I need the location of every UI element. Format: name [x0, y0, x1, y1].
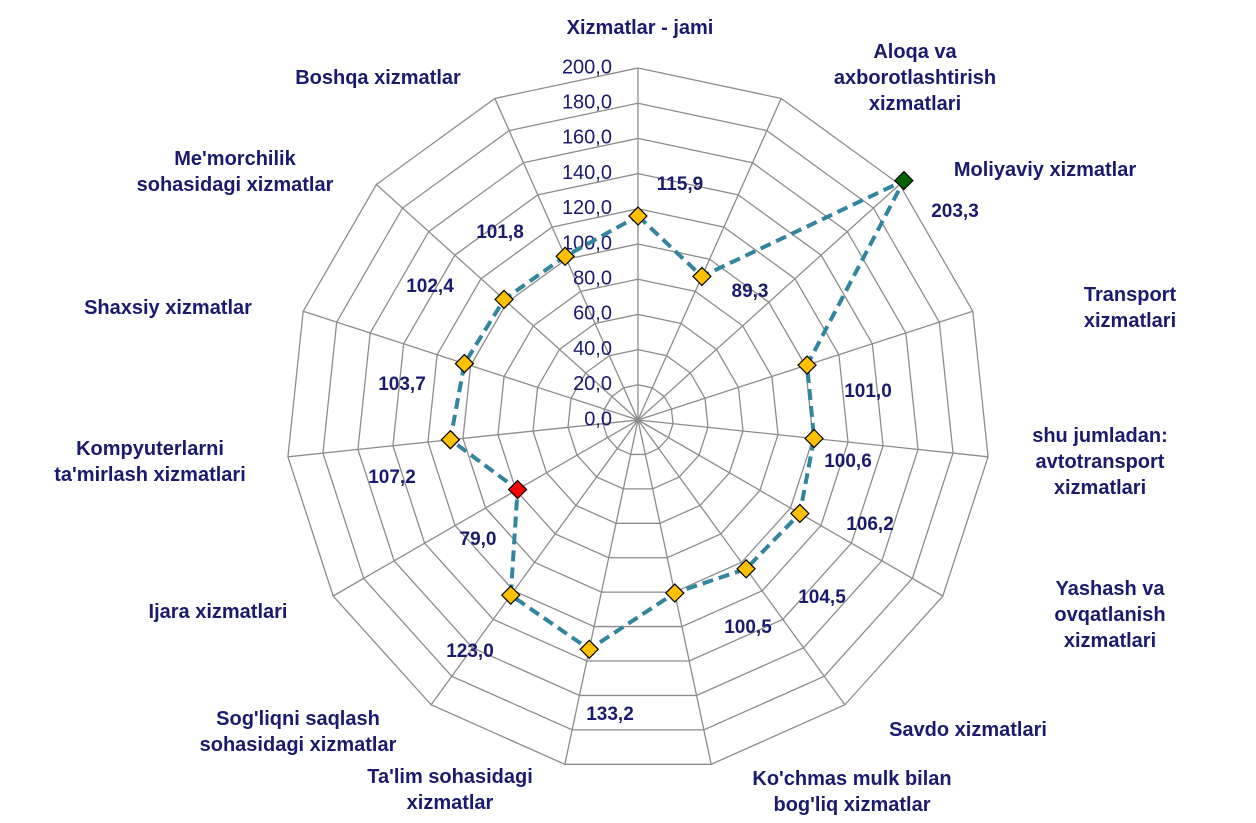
- value-label: 107,2: [368, 467, 416, 488]
- grid-ring: [602, 384, 674, 456]
- spoke: [637, 419, 846, 706]
- value-label: 101,8: [476, 222, 524, 243]
- category-label: Ijara xizmatlari: [148, 601, 288, 623]
- spoke: [637, 183, 901, 421]
- marker: [628, 206, 648, 226]
- spoke: [637, 98, 782, 421]
- category-label: Kompyuterlarni ta'mirlash xizmatlari: [54, 438, 246, 486]
- category-label: Ta'lim sohasidagi xizmatlar: [367, 766, 533, 814]
- y-tick-label: 80,0: [573, 267, 612, 289]
- grid-ring: [567, 348, 709, 490]
- spoke: [287, 419, 639, 458]
- value-label: 115,9: [657, 174, 704, 195]
- y-tick-label: 40,0: [573, 338, 612, 360]
- marker: [736, 558, 756, 579]
- y-tick-label: 140,0: [562, 162, 612, 184]
- grid-ring: [462, 243, 814, 593]
- spoke: [430, 419, 639, 706]
- category-label: Shaxsiy xizmatlar: [84, 297, 252, 319]
- series-line: [448, 176, 909, 652]
- category-label: Aloqa va axborotlashtirish xizmatlari: [833, 41, 997, 115]
- category-label: Boshqa xizmatlar: [295, 67, 461, 89]
- value-label: 89,3: [732, 281, 769, 302]
- grid-ring: [322, 102, 954, 731]
- marker: [692, 266, 712, 287]
- grid-ring: [357, 137, 919, 697]
- y-tick-label: 120,0: [562, 197, 612, 219]
- marker: [664, 583, 685, 603]
- marker: [500, 585, 521, 605]
- category-label: shu jumladan: avtotransport xizmatlari: [1032, 425, 1168, 499]
- category-label: Transport xizmatlari: [1083, 284, 1177, 332]
- value-label: 102,4: [406, 276, 454, 297]
- y-tick-label: 60,0: [573, 303, 612, 325]
- y-tick-label: 180,0: [562, 91, 612, 113]
- y-tick-label: 200,0: [562, 56, 612, 78]
- marker: [579, 639, 600, 660]
- value-label: 203,3: [931, 201, 979, 222]
- marker: [790, 503, 810, 524]
- marker: [454, 353, 475, 374]
- y-tick-label: 0,0: [584, 408, 612, 430]
- marker: [507, 479, 528, 500]
- value-label: 103,7: [378, 374, 426, 395]
- value-label: 79,0: [460, 529, 497, 550]
- grid-ring: [392, 172, 884, 662]
- value-label: 101,0: [844, 381, 892, 402]
- value-label: 100,5: [724, 617, 772, 638]
- spoke: [564, 419, 639, 765]
- category-label: Ko'chmas mulk bilan bog'liq xizmatlar: [752, 768, 952, 816]
- category-label: Savdo xizmatlari: [889, 719, 1047, 741]
- value-label: 100,6: [824, 451, 872, 472]
- marker: [894, 170, 914, 191]
- grid-ring: [287, 67, 989, 765]
- grid-ring: [497, 278, 779, 559]
- category-label: Yashash va ovqatlanish xizmatlari: [1054, 578, 1166, 652]
- marker: [494, 289, 514, 310]
- value-label: 104,5: [798, 587, 846, 608]
- category-label: Me'morchilik sohasidagi xizmatlar: [136, 148, 334, 196]
- spoke: [637, 419, 944, 597]
- y-tick-label: 20,0: [573, 373, 612, 395]
- y-tick-label: 160,0: [562, 127, 612, 149]
- category-label: Moliyaviy xizmatlar: [953, 159, 1137, 181]
- marker: [804, 428, 824, 449]
- value-label: 123,0: [446, 641, 494, 662]
- category-label: Sog'liqni saqlash sohasidagi xizmatlar: [199, 708, 397, 756]
- value-label: 133,2: [586, 704, 634, 725]
- grid-ring: [427, 208, 849, 628]
- grid-ring: [532, 313, 744, 524]
- category-label: Xizmatlar - jami: [566, 17, 714, 39]
- marker: [797, 355, 817, 375]
- spoke: [332, 419, 639, 597]
- marker: [555, 246, 575, 267]
- value-label: 106,2: [846, 514, 894, 535]
- marker: [440, 429, 461, 450]
